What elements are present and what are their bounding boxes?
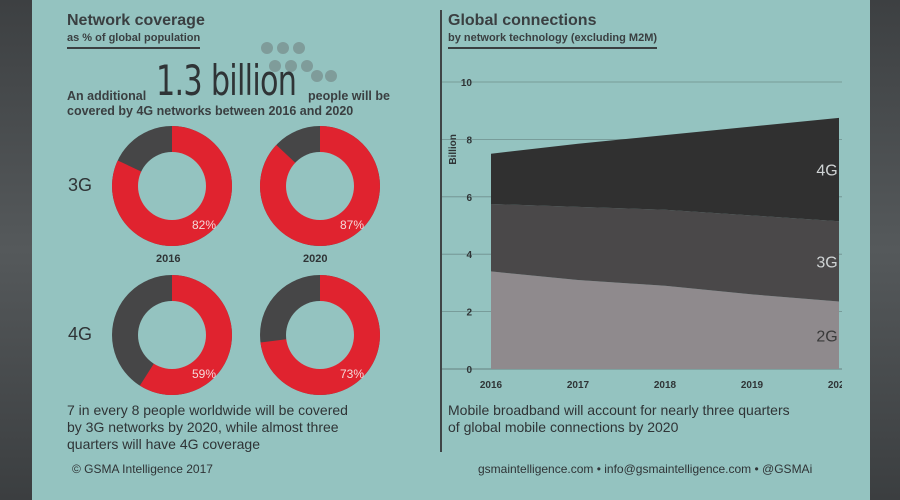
area-series-2g <box>491 271 839 369</box>
y-tick-label: 2 <box>466 308 472 319</box>
donut-hole <box>286 152 354 220</box>
right-note-line1: Mobile broadband will account for nearly… <box>448 402 790 418</box>
donut-1: 87% <box>260 126 380 247</box>
series-label: 2G <box>816 328 837 345</box>
donut-value-label: 59% <box>192 367 216 381</box>
area-series-3g <box>491 203 839 302</box>
x-tick-label: 2020 <box>828 380 842 391</box>
series-label: 4G <box>816 163 837 180</box>
y-axis-label: Billion <box>448 134 459 165</box>
right-subtitle: by network technology (excluding M2M) <box>448 32 658 49</box>
year-label-2016: 2016 <box>156 253 181 265</box>
x-tick-label: 2016 <box>480 380 503 391</box>
x-tick-label: 2017 <box>567 380 590 391</box>
donut-3: 73% <box>260 275 380 395</box>
left-note-line1: 7 in every 8 people worldwide will be co… <box>67 402 348 418</box>
donut-2: 59% <box>112 275 232 395</box>
y-tick-label: 10 <box>461 78 473 89</box>
series-label: 3G <box>816 254 837 271</box>
year-label-2020: 2020 <box>303 253 328 265</box>
x-tick-label: 2018 <box>654 380 677 391</box>
donut-value-label: 82% <box>192 218 216 232</box>
copyright-footer: © GSMA Intelligence 2017 <box>72 462 213 476</box>
intro-number: 1.3 billion <box>156 56 297 105</box>
row-label-3g: 3G <box>68 175 93 195</box>
y-tick-label: 0 <box>466 365 472 376</box>
donut-hole <box>138 152 206 220</box>
area-chart: 0 2 4 6 8 10 Billion 2G 3G 4G 2016 2017 2018 2019 2020 <box>442 78 842 391</box>
donut-value-label: 87% <box>340 218 364 232</box>
contact-footer: gsmaintelligence.com • info@gsmaintellig… <box>478 462 813 476</box>
right-title: Global connections <box>448 12 597 29</box>
infographic-panel: Network coverage as % of global populati… <box>32 0 870 500</box>
left-note-line2: by 3G networks by 2020, while almost thr… <box>67 419 339 435</box>
x-tick-label: 2019 <box>741 380 764 391</box>
intro-suffix: people will be <box>308 89 390 103</box>
left-note-line3: quarters will have 4G coverage <box>67 436 260 452</box>
people-icon <box>261 42 337 82</box>
background-left <box>0 0 32 500</box>
area-series-4g <box>491 117 839 222</box>
row-label-4g: 4G <box>68 324 93 344</box>
y-tick-label: 6 <box>466 193 472 204</box>
right-note-line2: of global mobile connections by 2020 <box>448 419 679 435</box>
y-tick-label: 4 <box>466 250 472 261</box>
intro-line2: covered by 4G networks between 2016 and … <box>67 104 354 118</box>
left-title: Network coverage <box>67 12 205 29</box>
donut-hole <box>138 301 206 369</box>
y-tick-label: 8 <box>466 135 472 146</box>
donut-0: 82% <box>112 126 232 246</box>
donut-charts: 82% 87% 59% 73% <box>112 126 380 395</box>
donut-value-label: 73% <box>340 367 364 381</box>
background-right <box>870 0 900 500</box>
donut-hole <box>286 301 354 369</box>
intro-prefix: An additional <box>67 89 147 103</box>
left-subtitle: as % of global population <box>67 32 201 49</box>
section-divider <box>440 10 442 452</box>
